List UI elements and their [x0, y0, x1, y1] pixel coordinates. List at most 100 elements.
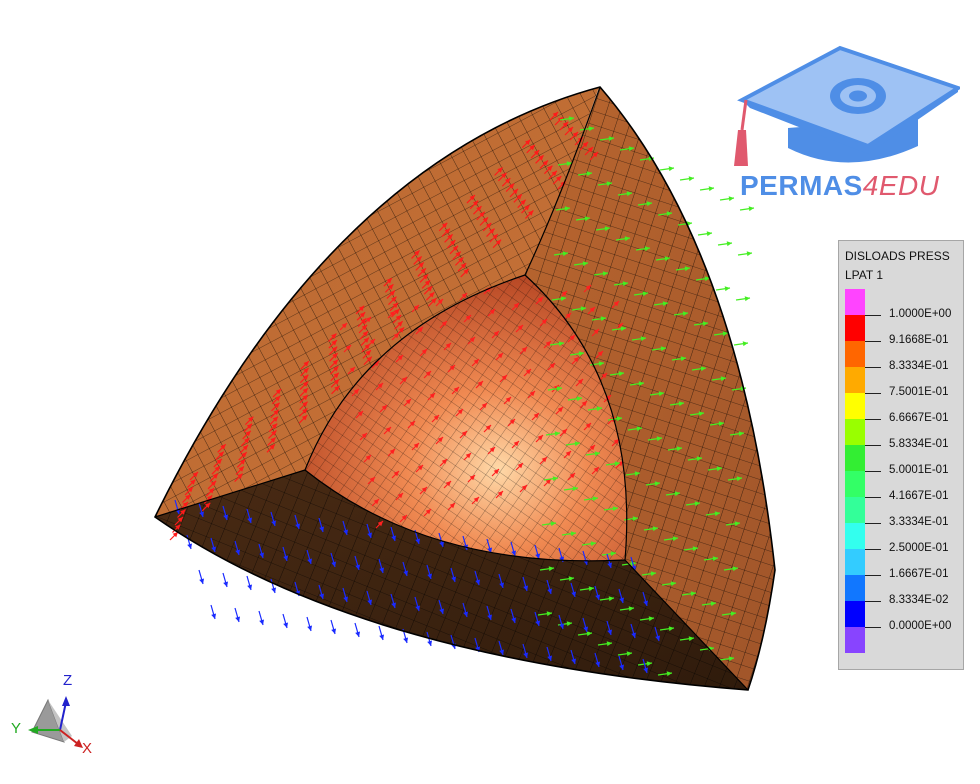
legend-tick [865, 471, 881, 472]
pressure-arrowhead [626, 651, 632, 657]
pressure-arrowhead [307, 625, 313, 631]
pressure-arrowhead [441, 222, 448, 229]
pressure-arrowhead [439, 608, 445, 614]
pressure-arrowhead [662, 301, 668, 307]
pressure-arrowhead [240, 459, 246, 465]
pressure-arrowhead [247, 517, 253, 523]
pressure-arrowhead [303, 361, 309, 367]
pressure-arrowhead [469, 475, 475, 481]
pressure-arrowhead [652, 526, 658, 532]
pressure-arrowhead [682, 311, 688, 317]
pressure-arrowhead [447, 234, 453, 240]
pressure-arrowhead [283, 555, 289, 561]
pressure-arrowhead [690, 591, 696, 597]
pressure-arrowhead [552, 476, 558, 482]
pressure-arrowhead [614, 461, 620, 467]
pressure-arrowhead [501, 172, 507, 179]
pressure-arrowhead [331, 333, 337, 339]
pressure-arrowhead [369, 339, 375, 345]
pressure-arrowhead [235, 549, 241, 555]
pressure-arrowhead [394, 308, 400, 315]
pressure-arrowhead [361, 324, 368, 331]
pressure-arrowhead [223, 514, 229, 520]
pressure-arrowhead [492, 234, 498, 240]
pressure-arrowhead [551, 170, 557, 177]
pressure-arrowhead [617, 461, 623, 467]
pressure-arrowhead [648, 616, 654, 622]
pressure-arrowhead [734, 521, 740, 527]
pressure-arrowhead [373, 499, 379, 505]
pressure-arrowhead [521, 347, 527, 353]
pressure-arrowhead [738, 431, 744, 437]
permas4edu-logo [734, 45, 960, 166]
pressure-arrowhead [451, 576, 457, 582]
pressure-arrowhead [473, 359, 479, 365]
pressure-arrowhead [211, 546, 217, 552]
pressure-arrowhead [355, 564, 361, 570]
pressure-arrowhead [553, 385, 559, 391]
pressure-arrowhead [259, 552, 265, 558]
pressure-arrowhead [369, 477, 375, 483]
pressure-arrowhead [332, 353, 338, 359]
pressure-arrowhead [271, 430, 277, 436]
pressure-arrowhead [593, 329, 599, 335]
pressure-arrowhead [427, 640, 433, 646]
pressure-arrowhead [587, 147, 593, 153]
pressure-arrowhead [199, 511, 205, 517]
pressure-arrowhead [666, 211, 672, 217]
pressure-arrowhead [560, 296, 566, 302]
orientation-triad[interactable]: Z Y X [8, 670, 108, 770]
pressure-arrowhead [581, 401, 587, 407]
pressure-arrowhead [546, 611, 552, 617]
pressure-arrowhead [559, 623, 565, 629]
pressure-arrowhead [365, 455, 371, 461]
pressure-arrowhead [331, 628, 337, 634]
pressure-arrowhead [303, 374, 309, 380]
pressure-arrowhead [210, 480, 217, 487]
pressure-arrowhead [746, 251, 752, 257]
pressure-arrowhead [547, 655, 553, 661]
pressure-arrowhead [613, 301, 619, 307]
pressure-arrowhead [391, 602, 397, 608]
pressure-arrowhead [607, 562, 613, 568]
pressure-arrowhead [643, 667, 649, 673]
pressure-arrowhead [607, 629, 613, 635]
pressure-arrowhead [712, 556, 718, 562]
pressure-arrowhead [449, 503, 455, 509]
pressure-arrowhead [403, 570, 409, 576]
pressure-arrowhead [680, 356, 686, 362]
pressure-arrowhead [684, 266, 690, 272]
pressure-arrowhead [420, 268, 426, 274]
pressure-arrowhead [247, 584, 253, 590]
pressure-arrowhead [187, 543, 193, 549]
pressure-arrowhead [728, 656, 734, 662]
graduation-cap-icon [734, 45, 960, 166]
pressure-arrowhead [359, 312, 366, 318]
pressure-arrowhead [706, 231, 712, 237]
pressure-arrowhead [718, 421, 724, 427]
legend-swatch [845, 341, 865, 367]
pressure-arrowhead [597, 351, 603, 357]
pressure-arrowhead [417, 465, 423, 471]
pressure-arrowhead [610, 551, 616, 557]
legend-tick [865, 315, 881, 316]
pressure-arrowhead [548, 566, 554, 572]
pressure-arrowhead [722, 331, 728, 337]
legend-swatch [845, 315, 865, 341]
pressure-arrowhead [439, 541, 445, 547]
pressure-arrowhead [345, 345, 351, 351]
pressure-arrowhead [616, 416, 622, 422]
legend-label: 7.5001E-01 [889, 386, 949, 398]
pressure-arrowhead [413, 443, 419, 449]
pressure-arrowhead [389, 449, 395, 455]
pressure-arrowhead [535, 620, 541, 626]
pressure-arrowhead [271, 423, 278, 429]
pressure-arrowhead [558, 341, 564, 347]
pressure-arrowhead [744, 296, 750, 302]
pressure-arrowhead [674, 491, 680, 497]
pressure-arrowhead [592, 152, 598, 158]
pressure-arrowhead [704, 276, 710, 282]
pressure-arrowhead [688, 636, 694, 642]
pressure-arrowhead [450, 240, 456, 246]
